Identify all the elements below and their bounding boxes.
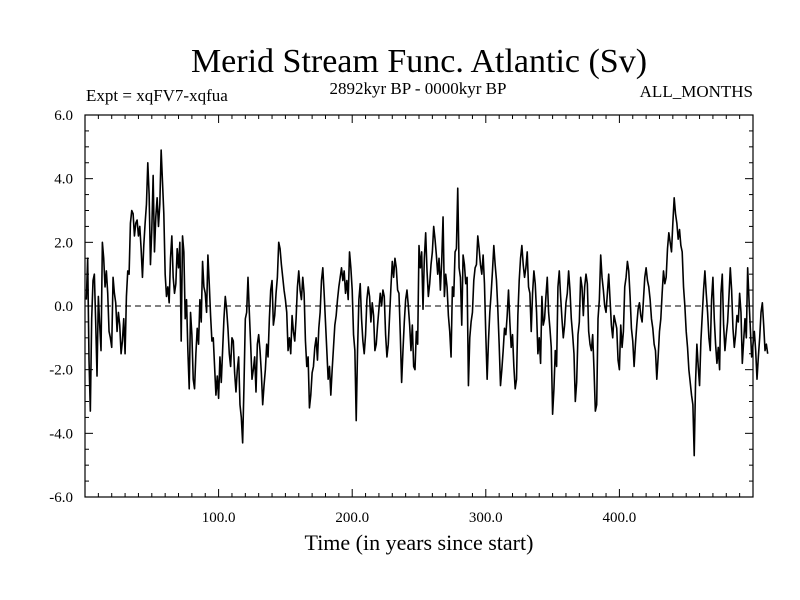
experiment-label: Expt = xqFV7-xqfua bbox=[86, 86, 228, 105]
y-tick-label: 6.0 bbox=[54, 108, 73, 124]
y-tick-label: 0.0 bbox=[54, 299, 73, 315]
series-line bbox=[85, 149, 769, 457]
y-tick-label: -6.0 bbox=[49, 490, 73, 506]
season-label: ALL_MONTHS bbox=[640, 82, 753, 101]
x-axis-label: Time (in years since start) bbox=[305, 530, 534, 555]
x-tick-label: 200.0 bbox=[335, 510, 369, 526]
x-tick-label: 100.0 bbox=[202, 510, 236, 526]
chart-title: Merid Stream Func. Atlantic (Sv) bbox=[191, 43, 647, 80]
y-tick-label: -2.0 bbox=[49, 363, 73, 379]
y-tick-label: 4.0 bbox=[54, 172, 73, 188]
y-tick-label: -4.0 bbox=[49, 426, 73, 442]
y-tick-label: 2.0 bbox=[54, 235, 73, 251]
period-label: 2892kyr BP - 0000kyr BP bbox=[330, 79, 507, 98]
plot-area: -6.0 -4.0 -2.0 0.0 2.0 4.0 6.0 100.0 200.0 300.0 4… bbox=[49, 108, 769, 526]
x-tick-label: 400.0 bbox=[603, 510, 637, 526]
x-tick-label: 300.0 bbox=[469, 510, 503, 526]
